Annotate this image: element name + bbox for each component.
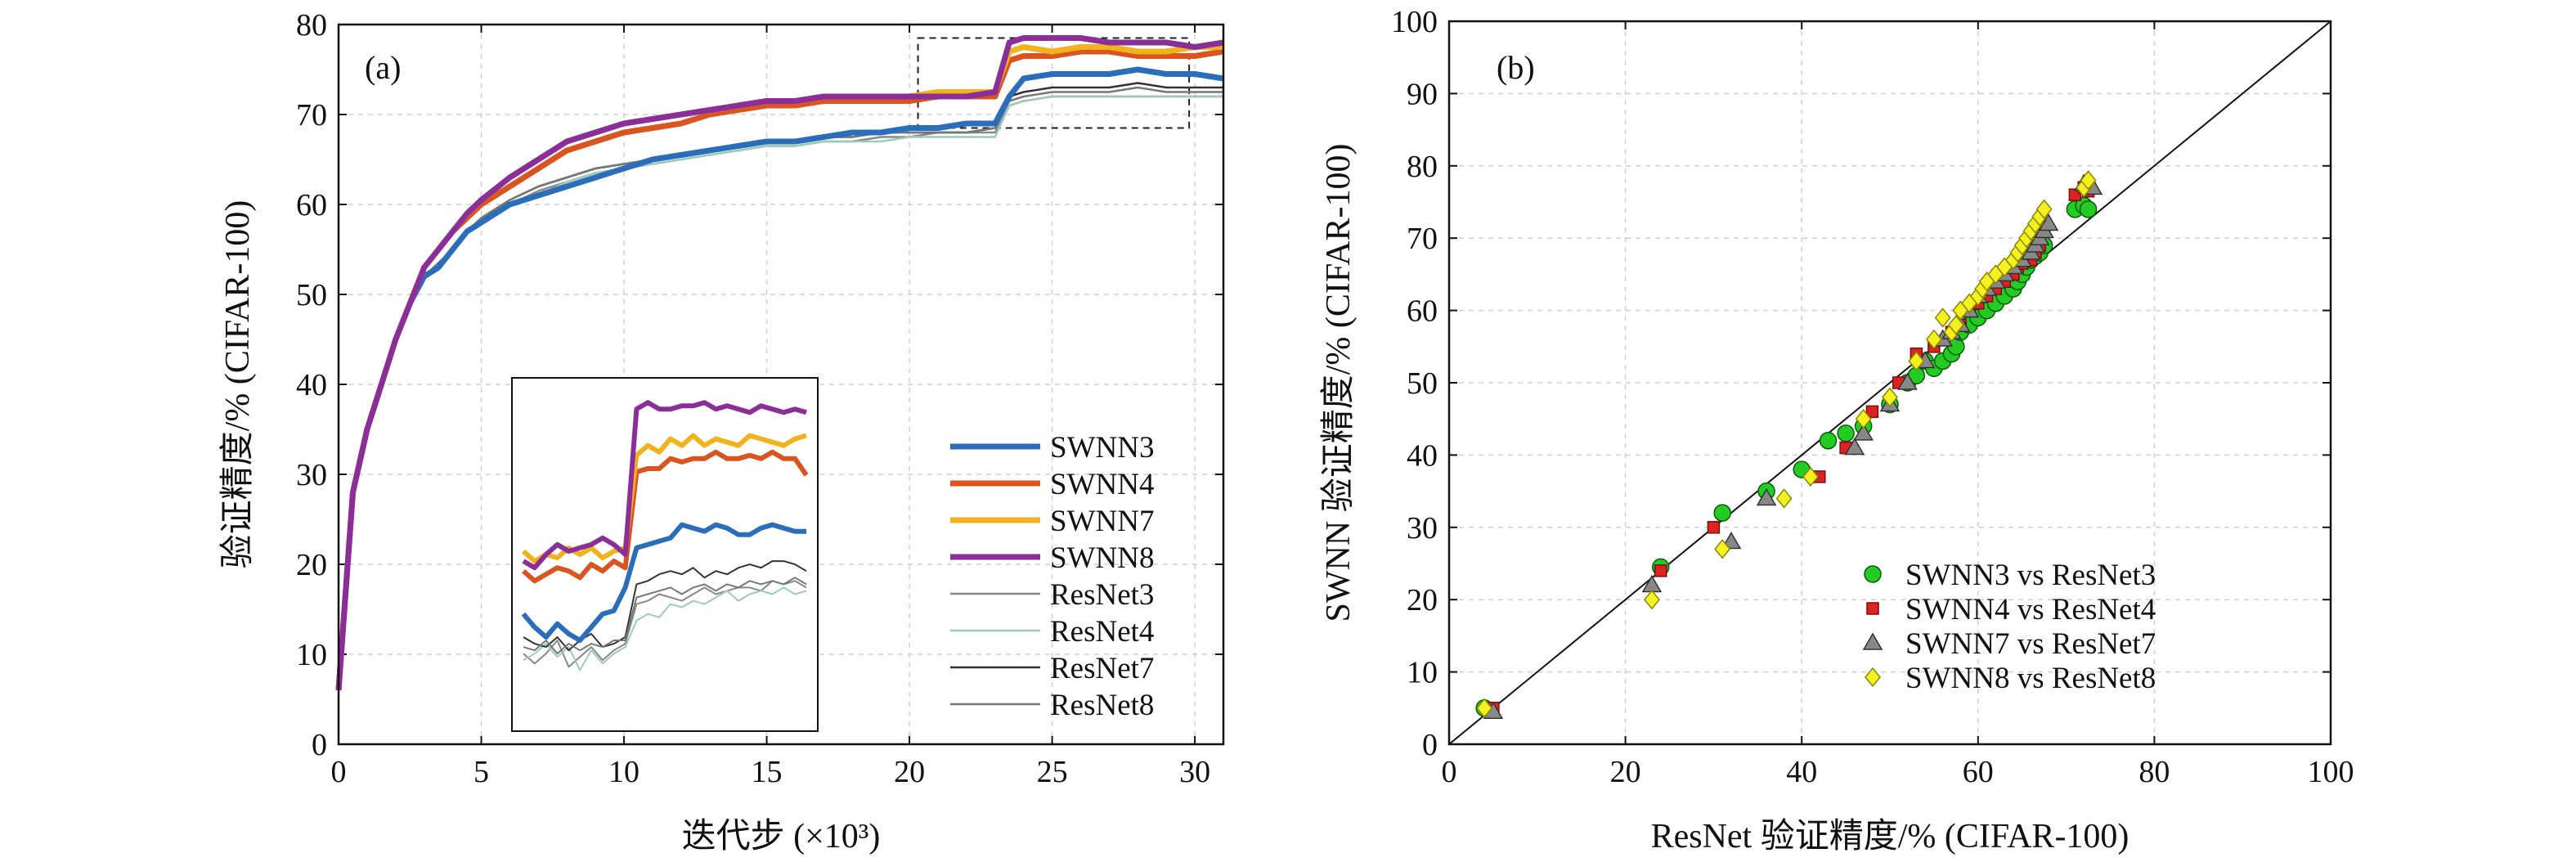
b-point-circle — [1837, 424, 1855, 442]
a-inset-series-ResNet7 — [523, 560, 807, 652]
b-panel-label: (b) — [1497, 49, 1535, 86]
b-point-triangle — [1756, 487, 1777, 506]
b-y-axis-title: SWNN 验证精度/% (CIFAR-100) — [1319, 144, 1358, 622]
a-inset-series-ResNet4 — [523, 586, 807, 671]
a-inset-series-SWNN3 — [521, 522, 806, 643]
a-y-tick-label: 10 — [296, 638, 327, 672]
b-legend-marker — [1862, 632, 1883, 650]
b-y-tick-label: 0 — [1422, 728, 1438, 762]
b-point-diamond — [1947, 315, 1964, 335]
a-plot-frame — [337, 23, 1225, 746]
a-x-tick-label: 25 — [1037, 755, 1068, 789]
b-point-diamond — [1714, 539, 1731, 559]
a-x-tick-label: 30 — [1179, 755, 1210, 789]
a-x-tick-label: 15 — [752, 755, 783, 789]
a-inset-series-SWNN8 — [522, 400, 807, 571]
b-point-diamond — [1882, 387, 1898, 407]
b-point-triangle — [1844, 438, 1865, 456]
a-panel-label: (a) — [365, 49, 401, 86]
b-y-tick-label: 70 — [1407, 222, 1438, 256]
b-legend-marker — [1864, 565, 1882, 583]
a-y-tick-label: 60 — [296, 188, 327, 222]
b-x-tick-label: 20 — [1610, 755, 1641, 789]
a-zoom-box — [917, 37, 1191, 129]
a-y-tick-label: 40 — [296, 368, 327, 402]
a-y-tick-label: 70 — [296, 98, 327, 132]
b-y-tick-label: 20 — [1407, 583, 1438, 617]
b-point-circle — [1947, 338, 1965, 356]
a-x-tick-label: 5 — [473, 755, 489, 789]
a-x-tick-label: 0 — [331, 755, 347, 789]
a-legend-label: SWNN7 — [1050, 505, 1154, 538]
a-legend-label: SWNN3 — [1050, 431, 1154, 465]
panel-b: 0 20 40 60 80 100 0 10 20 30 40 50 60 70 80 90 100 SWNN3 … — [1319, 5, 2354, 855]
b-point-diamond — [1934, 308, 1951, 328]
b-point-diamond — [1775, 488, 1793, 509]
b-point-circle — [2079, 200, 2098, 218]
b-point-diamond — [1925, 329, 1942, 350]
a-legend-label: ResNet3 — [1050, 578, 1154, 612]
b-y-tick-label: 30 — [1407, 511, 1438, 545]
a-legend-label: SWNN8 — [1050, 541, 1154, 575]
a-legend-label: ResNet4 — [1050, 615, 1154, 649]
a-legend-label: SWNN4 — [1050, 468, 1154, 501]
b-point-square — [1654, 564, 1667, 577]
b-point-diamond — [1855, 409, 1872, 429]
b-point-square — [1707, 521, 1721, 534]
b-y-tick-label: 90 — [1407, 77, 1438, 111]
a-y-tick-label: 80 — [296, 8, 327, 43]
b-legend-label: SWNN8 vs ResNet8 — [1905, 662, 2156, 695]
b-point-diamond — [2080, 170, 2097, 191]
b-point-diamond — [2035, 199, 2053, 220]
b-legend-label: SWNN7 vs ResNet7 — [1905, 627, 2156, 661]
a-inset-series-ResNet3 — [523, 580, 807, 668]
b-x-tick-label: 40 — [1786, 755, 1817, 789]
b-x-tick-label: 60 — [1963, 755, 1994, 789]
a-y-tick-label: 30 — [296, 458, 327, 492]
a-x-axis-title: 迭代步 (×10³) — [682, 818, 881, 855]
b-plot-frame — [1447, 20, 2332, 746]
b-x-axis-title: ResNet 验证精度/% (CIFAR-100) — [1651, 817, 2129, 855]
b-y-tick-label: 10 — [1407, 656, 1438, 690]
b-legend-label: SWNN3 vs ResNet3 — [1905, 559, 2156, 592]
b-legend-marker — [1865, 667, 1881, 688]
b-point-circle — [1819, 431, 1838, 450]
a-inset-series-ResNet8 — [523, 577, 807, 655]
b-point-triangle — [2038, 213, 2059, 231]
b-y-tick-label: 100 — [1391, 5, 1438, 39]
a-y-tick-label: 50 — [296, 278, 327, 312]
b-x-tick-label: 80 — [2138, 755, 2170, 789]
b-x-tick-label: 0 — [1442, 755, 1457, 789]
b-point-circle — [1713, 504, 1731, 522]
b-point-triangle — [1897, 372, 1918, 390]
a-inset-series-SWNN4 — [522, 449, 809, 584]
a-y-tick-label: 20 — [296, 548, 327, 582]
b-x-tick-label: 100 — [2308, 755, 2354, 789]
b-legend-marker — [1866, 602, 1879, 615]
a-legend-label: ResNet8 — [1050, 689, 1154, 722]
a-y-tick-label: 0 — [312, 728, 327, 762]
b-reference-line — [1448, 20, 2331, 745]
a-series-SWNN3 — [335, 66, 1224, 691]
b-y-tick-label: 80 — [1407, 150, 1438, 184]
b-point-diamond — [1643, 590, 1660, 610]
a-y-axis-title: 验证精度/% (CIFAR-100) — [218, 200, 257, 569]
b-point-diamond — [1802, 466, 1819, 487]
b-point-diamond — [1908, 351, 1925, 371]
b-point-triangle — [1853, 423, 1874, 441]
b-legend-label: SWNN4 vs ResNet4 — [1905, 593, 2156, 626]
a-series-SWNN8 — [335, 35, 1224, 691]
b-point-square — [1865, 405, 1879, 419]
b-y-tick-label: 60 — [1407, 294, 1438, 329]
b-y-tick-label: 40 — [1407, 438, 1438, 473]
b-point-diamond — [1476, 698, 1493, 718]
a-x-tick-label: 10 — [608, 755, 640, 789]
b-y-tick-label: 50 — [1407, 366, 1438, 401]
a-legend-label: ResNet7 — [1050, 652, 1154, 685]
a-x-tick-label: 20 — [894, 755, 925, 789]
